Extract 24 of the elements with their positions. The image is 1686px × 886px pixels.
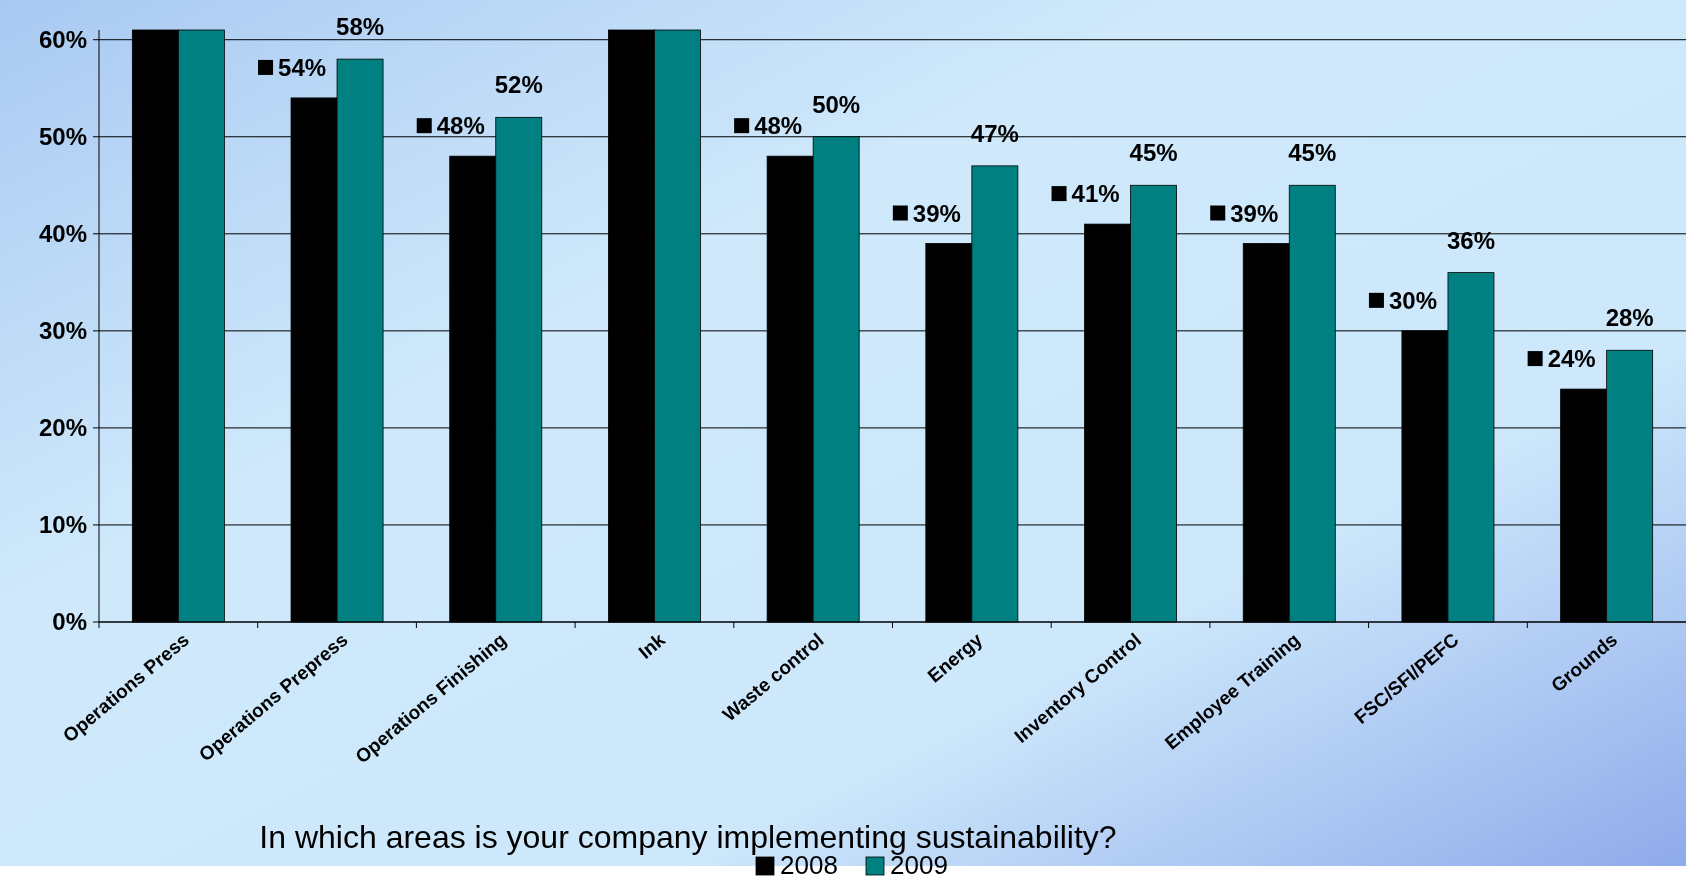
y-tick-label: 60%	[38, 26, 87, 54]
data-label: 48%	[436, 112, 485, 140]
y-tick-label: 0%	[52, 608, 87, 636]
data-label: 39%	[1230, 199, 1279, 227]
legend-label: 2008	[780, 850, 838, 880]
data-label: 41%	[1071, 180, 1120, 208]
data-label: 48%	[754, 112, 803, 140]
data-label: 30%	[1388, 286, 1437, 314]
data-label: 39%	[912, 199, 961, 227]
data-label: 50%	[812, 90, 861, 118]
y-tick-label: 40%	[38, 220, 87, 248]
data-label: 24%	[1547, 345, 1596, 373]
y-tick-label: 20%	[38, 414, 87, 442]
y-tick-label: 50%	[38, 123, 87, 151]
y-tick-label: 10%	[38, 511, 87, 539]
data-label: 45%	[1129, 139, 1178, 167]
data-label: 36%	[1446, 226, 1495, 254]
data-label: 28%	[1605, 304, 1654, 332]
x-tick-label: Ink	[634, 628, 670, 663]
data-label: 52%	[494, 71, 543, 99]
data-label: 54%	[278, 53, 327, 81]
data-label: 45%	[1288, 139, 1337, 167]
data-label: 58%	[336, 13, 385, 41]
y-tick-label: 30%	[38, 317, 87, 345]
